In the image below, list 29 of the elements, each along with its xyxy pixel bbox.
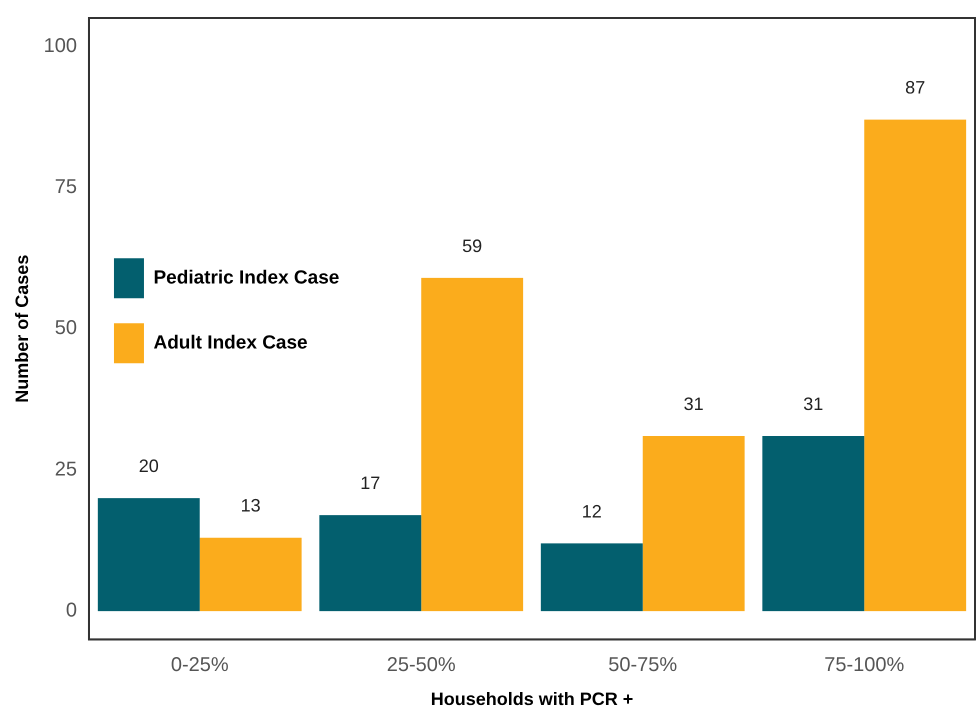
legend-label: Pediatric Index Case bbox=[153, 267, 340, 288]
data-label: 17 bbox=[360, 473, 380, 494]
data-label: 20 bbox=[138, 456, 159, 476]
bar bbox=[98, 498, 200, 612]
x-tick-label: 0-25% bbox=[170, 654, 229, 676]
x-axis-title: Households with PCR + bbox=[430, 689, 634, 710]
y-tick-label: 100 bbox=[44, 34, 77, 57]
bar bbox=[200, 538, 302, 612]
x-tick-label: 50-75% bbox=[608, 654, 678, 676]
x-tick-label: 25-50% bbox=[386, 654, 456, 676]
y-tick-label: 75 bbox=[54, 176, 77, 198]
data-label: 31 bbox=[684, 394, 704, 414]
data-label: 13 bbox=[240, 496, 261, 516]
y-axis-title: Number of Cases bbox=[12, 254, 32, 403]
data-label: 12 bbox=[582, 501, 602, 522]
data-label: 59 bbox=[462, 236, 482, 256]
y-tick-label: 50 bbox=[54, 317, 77, 340]
y-tick-label: 0 bbox=[66, 600, 77, 622]
data-label: 87 bbox=[905, 78, 926, 98]
x-tick-label: 75-100% bbox=[824, 654, 904, 676]
bar bbox=[642, 436, 745, 612]
data-label: 31 bbox=[803, 394, 824, 414]
bar bbox=[421, 278, 524, 612]
bar bbox=[319, 515, 422, 612]
bar bbox=[864, 120, 966, 612]
y-tick-label: 25 bbox=[54, 458, 77, 480]
bar bbox=[540, 543, 643, 612]
legend-label: Adult Index Case bbox=[153, 332, 308, 354]
bar bbox=[762, 436, 864, 612]
